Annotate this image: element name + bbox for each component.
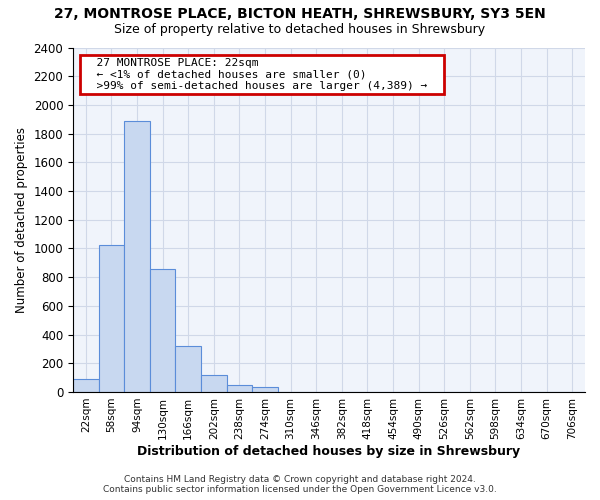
- Y-axis label: Number of detached properties: Number of detached properties: [15, 126, 28, 312]
- Bar: [73, 379, 98, 392]
- Bar: [227, 385, 252, 392]
- Text: Size of property relative to detached houses in Shrewsbury: Size of property relative to detached ho…: [115, 22, 485, 36]
- Text: 27, MONTROSE PLACE, BICTON HEATH, SHREWSBURY, SY3 5EN: 27, MONTROSE PLACE, BICTON HEATH, SHREWS…: [54, 8, 546, 22]
- Bar: [150, 268, 175, 392]
- Bar: [98, 245, 124, 392]
- Bar: [252, 387, 278, 392]
- Text: Contains HM Land Registry data © Crown copyright and database right 2024.
Contai: Contains HM Land Registry data © Crown c…: [103, 474, 497, 494]
- Bar: [124, 120, 150, 392]
- Bar: [201, 376, 227, 392]
- Bar: [175, 346, 201, 392]
- Text: 27 MONTROSE PLACE: 22sqm  
  ← <1% of detached houses are smaller (0)  
  >99% o: 27 MONTROSE PLACE: 22sqm ← <1% of detach…: [83, 58, 441, 91]
- X-axis label: Distribution of detached houses by size in Shrewsbury: Distribution of detached houses by size …: [137, 444, 521, 458]
